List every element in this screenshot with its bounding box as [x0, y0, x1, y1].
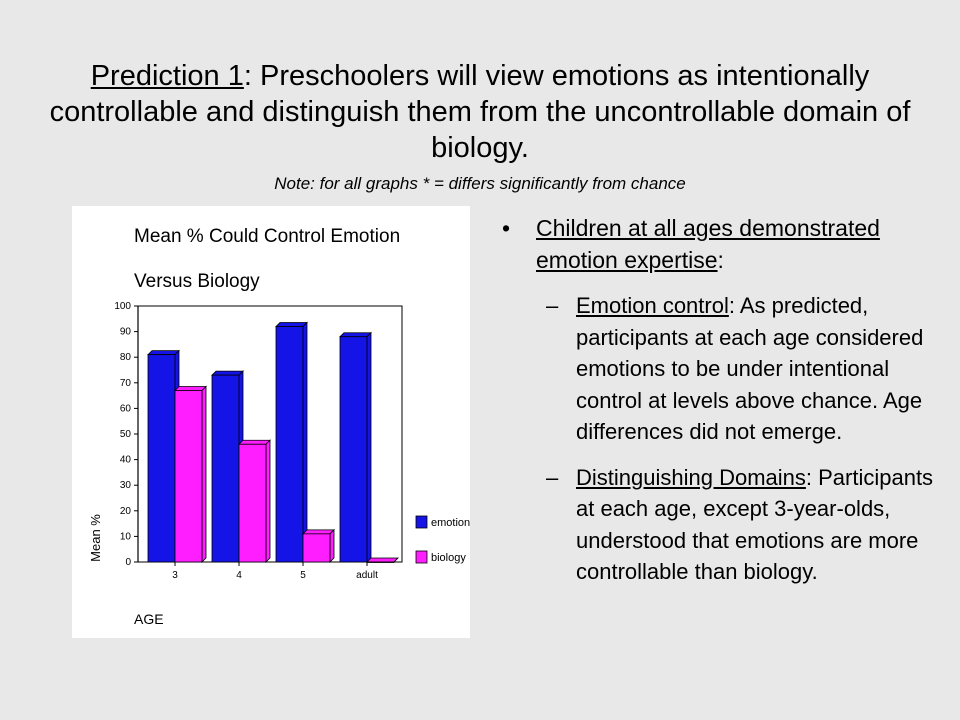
y-tick-label: 60	[120, 403, 132, 414]
y-tick-label: 90	[120, 327, 132, 338]
y-axis-label: Mean %	[88, 514, 103, 562]
bar-front-face	[275, 326, 304, 563]
bar-emotion-4	[211, 370, 244, 563]
x-tick-label: 4	[236, 570, 242, 581]
bar-front-face	[147, 354, 176, 563]
y-tick-label: 10	[120, 531, 132, 542]
bar-side-face	[302, 321, 308, 563]
bullet-dash: –	[546, 293, 559, 318]
bar-chart: Mean % Could Control Emotion Versus Biolo…	[88, 226, 470, 627]
bullet-sub-text: : As predicted, participants at each age…	[576, 293, 924, 444]
bullet-sub-text: : Participants at each age, except 3-yea…	[576, 464, 934, 585]
bar-emotion-5	[275, 321, 308, 563]
bar-top-face	[238, 439, 271, 445]
y-tick-label: 20	[120, 506, 132, 517]
bar-front-face	[339, 336, 368, 563]
chart-panel: Mean % Could Control Emotion Versus Biolo…	[72, 206, 470, 638]
bar-front-face	[366, 561, 395, 563]
bar-side-face	[201, 385, 207, 563]
bar-top-face	[174, 386, 207, 391]
x-tick-label: 5	[300, 570, 306, 581]
bullet-list: • Children at all ages demonstrated emoti…	[496, 212, 946, 588]
bar-emotion-adult	[339, 331, 372, 563]
bar-biology-5	[302, 528, 335, 563]
title-rest: : Preschoolers will view emotions as int…	[49, 60, 911, 164]
bullet-sub-emotion-control: – Emotion control: As predicted, particip…	[496, 290, 946, 448]
bar-front-face	[302, 533, 331, 563]
bar-top-face	[302, 529, 335, 535]
bullet-sub-label: Distinguishing Domains	[576, 464, 806, 490]
y-tick-label: 100	[114, 301, 131, 312]
bar-side-face	[265, 439, 271, 563]
y-tick-label: 40	[120, 455, 132, 466]
chart-subtitle: Versus Biology	[134, 271, 260, 292]
bar-side-face	[366, 331, 372, 563]
legend-label-biology: biology	[431, 552, 466, 564]
title-prefix: Prediction 1	[90, 60, 244, 92]
legend-swatch-biology	[415, 550, 428, 564]
bullet-main-label: Children at all ages demonstrated emotio…	[536, 215, 880, 273]
bullet-main-tail: :	[717, 247, 724, 273]
bar-top-face	[211, 370, 244, 376]
bar-top-face	[366, 557, 399, 563]
bar-biology-4	[238, 439, 271, 563]
y-tick-label: 70	[120, 378, 132, 389]
y-tick-label: 50	[120, 429, 132, 440]
bar-biology-3	[174, 385, 207, 563]
y-tick-label: 0	[125, 557, 131, 568]
bullet-sub-label: Emotion control	[576, 293, 729, 318]
bar-front-face	[174, 390, 203, 563]
x-axis-label: AGE	[134, 611, 164, 627]
bar-front-face	[211, 374, 240, 563]
slide-title: Prediction 1: Preschoolers will view emo…	[40, 58, 920, 166]
bar-front-face	[238, 443, 267, 563]
y-tick-label: 80	[120, 352, 132, 363]
legend-label-emotion: emotion	[431, 517, 470, 529]
bullet-main: • Children at all ages demonstrated emoti…	[496, 212, 946, 276]
bullet-dot-icon: •	[502, 215, 511, 241]
bar-top-face	[147, 350, 180, 356]
bar-side-face	[393, 557, 399, 563]
bullet-sub-distinguishing-domains: – Distinguishing Domains: Participants at…	[496, 462, 946, 588]
bar-side-face	[329, 528, 335, 563]
slide-note: Note: for all graphs * = differs signifi…	[274, 174, 686, 193]
chart-title: Mean % Could Control Emotion	[134, 226, 400, 247]
bar-emotion-3	[147, 349, 180, 563]
x-tick-label: adult	[356, 570, 378, 581]
bullet-dash: –	[546, 464, 559, 490]
legend-swatch-emotion	[415, 515, 428, 529]
x-tick-label: 3	[172, 570, 178, 581]
bar-top-face	[339, 332, 372, 338]
bar-top-face	[275, 322, 308, 327]
y-tick-label: 30	[120, 480, 132, 491]
bar-biology-adult	[366, 557, 399, 563]
